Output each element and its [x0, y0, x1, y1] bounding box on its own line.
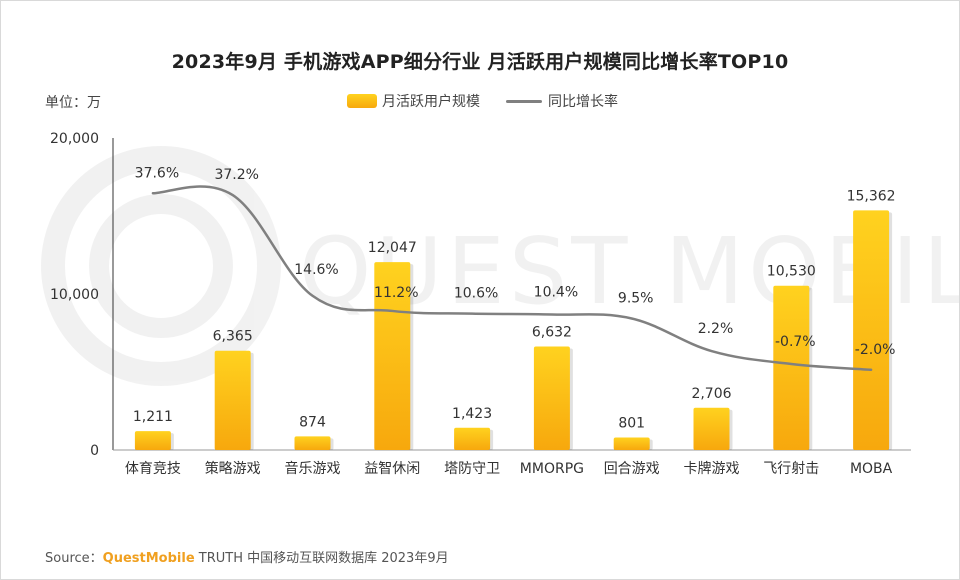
bar — [693, 407, 730, 450]
bar — [853, 210, 890, 450]
x-tick-label: 回合游戏 — [604, 461, 660, 477]
bar-value-label: 6,365 — [213, 329, 253, 345]
legend-line-swatch — [506, 99, 542, 103]
y-tick-label: 20,000 — [50, 131, 99, 147]
x-tick-label: 益智休闲 — [364, 461, 420, 477]
legend-bar-label: 月活跃用户规模 — [382, 94, 480, 110]
bar — [134, 431, 171, 450]
bar-value-label: 874 — [299, 414, 326, 430]
bar — [454, 427, 491, 450]
legend-line-label: 同比增长率 — [548, 94, 618, 110]
bar-value-label: 12,047 — [368, 240, 417, 256]
bar-value-label: 15,362 — [847, 188, 896, 204]
growth-rate-label: 11.2% — [374, 285, 418, 301]
chart-title: 2023年9月 手机游戏APP细分行业 月活跃用户规模同比增长率TOP10 — [171, 51, 789, 73]
bar-value-label: 801 — [618, 416, 645, 432]
bar-value-label: 10,530 — [767, 264, 816, 280]
legend: 月活跃用户规模 同比增长率 — [347, 91, 644, 111]
growth-rate-label: 2.2% — [698, 321, 734, 337]
watermark: QUEST MOBILE — [41, 146, 959, 386]
bar — [773, 285, 810, 450]
legend-item-line: 同比增长率 — [506, 91, 618, 111]
source-rest: TRUTH 中国移动互联网数据库 2023年9月 — [194, 551, 449, 566]
x-tick-label: MOBA — [850, 461, 893, 477]
bar — [533, 346, 570, 450]
growth-rate-label: 9.5% — [618, 291, 654, 307]
growth-rate-label: -0.7% — [775, 334, 816, 350]
x-tick-label: 音乐游戏 — [285, 460, 341, 477]
growth-rate-line — [151, 185, 873, 372]
legend-item-bar: 月活跃用户规模 — [347, 91, 480, 111]
bar-value-label: 2,706 — [691, 386, 731, 402]
bar-value-label: 6,632 — [532, 325, 572, 341]
unit-label: 单位：万 — [45, 95, 101, 111]
growth-rate-label: 10.6% — [454, 286, 498, 302]
growth-rate-label: 37.6% — [135, 165, 179, 181]
x-tick-label: 卡牌游戏 — [684, 460, 740, 477]
x-tick-label: 塔防守卫 — [444, 461, 500, 477]
x-tick-label: 飞行射击 — [763, 461, 819, 477]
bar-value-label: 1,423 — [452, 406, 492, 422]
bar — [214, 350, 251, 450]
x-tick-label: 体育竞技 — [125, 460, 181, 477]
bar — [374, 262, 411, 450]
bar — [294, 436, 331, 450]
growth-rate-label: 37.2% — [214, 167, 258, 183]
growth-rate-label: 14.6% — [294, 262, 338, 278]
legend-bar-swatch — [347, 94, 377, 108]
source-brand: QuestMobile — [102, 551, 195, 566]
source-note: Source：QuestMobile TRUTH 中国移动互联网数据库 2023… — [45, 547, 449, 566]
bar-value-label: 1,211 — [133, 409, 173, 425]
growth-rate-label: -2.0% — [855, 342, 896, 358]
source-prefix: Source： — [45, 551, 103, 566]
chart-plot: QUEST MOBILE 0 10,000 20,000 1,211 6,365 874 1… — [41, 131, 959, 477]
x-tick-label: 策略游戏 — [205, 460, 261, 477]
y-tick-label: 0 — [90, 443, 99, 459]
bar — [613, 437, 650, 450]
growth-rate-label: 10.4% — [534, 285, 578, 301]
x-tick-label: MMORPG — [520, 461, 584, 477]
y-tick-label: 10,000 — [50, 287, 99, 303]
